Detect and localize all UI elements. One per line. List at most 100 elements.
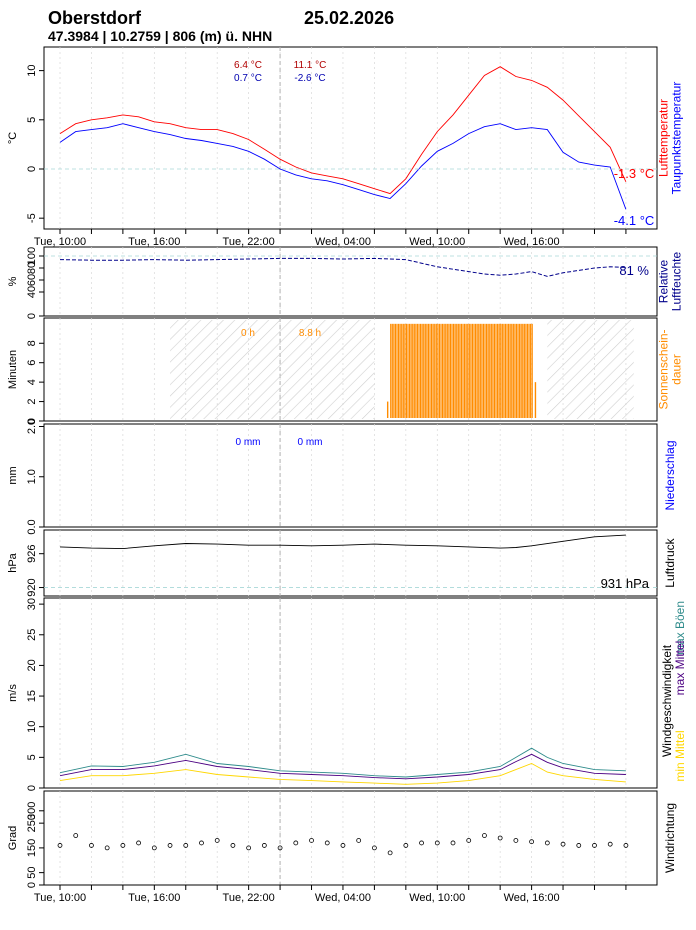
- panel-annotation: 0 mm: [298, 437, 323, 448]
- sunshine-bar: [408, 323, 411, 418]
- sunshine-bar: [413, 323, 415, 418]
- sunshine-bar: [401, 323, 403, 418]
- y-tick-label: 15: [26, 690, 38, 702]
- sunshine-bar: [451, 323, 453, 418]
- x-tick-label: Wed, 16:00: [504, 892, 560, 904]
- y-tick-label: 6: [26, 360, 38, 366]
- last-value-temperature: -1.3 °C: [614, 166, 655, 181]
- panel-frame: [43, 246, 658, 317]
- right-axis-label: Niederschlag: [663, 440, 677, 510]
- panel-annotation: 0 h: [241, 328, 255, 339]
- y-axis-label: mm: [7, 466, 19, 484]
- x-tick-label: Wed, 04:00: [315, 892, 371, 904]
- x-tick-label: Tue, 22:00: [223, 892, 275, 904]
- y-tick-label: 30: [26, 598, 38, 610]
- y-axis-label: hPa: [7, 552, 19, 572]
- sunshine-bar: [459, 323, 461, 418]
- sunshine-bar: [429, 323, 431, 418]
- sunshine-bar: [426, 323, 428, 418]
- x-tick-label: Wed, 04:00: [315, 236, 371, 248]
- sunshine-bar: [456, 323, 458, 418]
- panel-frame: [43, 423, 658, 528]
- sunshine-bar: [457, 323, 459, 418]
- sunshine-bar: [464, 323, 466, 418]
- sunshine-bar: [484, 323, 486, 418]
- sunshine-bar: [445, 323, 447, 418]
- y-tick-label: 250: [26, 814, 38, 832]
- y-tick-label: 25: [26, 629, 38, 641]
- right-axis-label: max Böen: [673, 601, 687, 655]
- wind-direction-point: [576, 843, 582, 848]
- y-tick-label: 20: [26, 659, 38, 671]
- sunshine-bar: [416, 323, 419, 418]
- y-tick-label: 0.0: [26, 519, 38, 534]
- right-axis-label: Luftfeuchte: [670, 251, 684, 311]
- sunshine-bar: [441, 323, 444, 418]
- sunshine-bar: [448, 323, 450, 418]
- y-tick-label: 10: [26, 721, 38, 733]
- series-line: [59, 123, 627, 210]
- y-axis-label: m/s: [7, 684, 19, 702]
- y-tick-label: 8: [26, 340, 38, 346]
- sunshine-bar: [512, 323, 514, 418]
- x-axis-top: Tue, 10:00 Tue, 16:00 Tue, 22:00 Wed, 04:00…: [34, 228, 627, 248]
- y-axis-label: Minuten: [7, 350, 19, 389]
- wind-direction-point: [482, 833, 487, 838]
- sunshine-bar: [492, 323, 494, 418]
- panel-annotation: -2.6 °C: [294, 73, 325, 84]
- panel-annotation: 0 mm: [236, 437, 261, 448]
- night-hatch: [547, 320, 634, 419]
- y-axis-label: Grad: [7, 826, 19, 850]
- wind-direction-point: [623, 843, 629, 848]
- y-axis-label: %: [7, 276, 19, 286]
- x-axis-bottom: Tue, 10:00 Tue, 16:00 Tue, 22:00 Wed, 04:00…: [34, 884, 627, 904]
- right-axis-label: Windrichtung: [663, 803, 677, 873]
- sunshine-bar: [440, 323, 442, 418]
- y-tick-label: 0: [26, 785, 38, 791]
- y-tick-label: 300: [26, 802, 38, 820]
- sunshine-bar: [476, 323, 478, 418]
- sunshine-bar: [473, 323, 475, 418]
- y-tick-label: 100: [26, 247, 38, 265]
- sunshine-bar: [421, 323, 423, 418]
- sunshine-bar: [486, 323, 488, 418]
- x-tick-label: Wed, 10:00: [409, 236, 465, 248]
- sunshine-bar: [475, 323, 477, 418]
- sunshine-bar: [493, 323, 496, 418]
- last-value: 81 %: [619, 263, 649, 278]
- sunshine-bar: [437, 323, 439, 418]
- sunshine-bar: [446, 323, 448, 418]
- wind-direction-point: [497, 835, 503, 841]
- sunshine-bar: [454, 323, 456, 418]
- y-tick-label: 80: [26, 262, 38, 274]
- right-axis-label: Windgeschwindigkeit: [660, 644, 674, 757]
- x-tick-label: Tue, 10:00: [34, 236, 86, 248]
- sunshine-bar: [407, 323, 409, 418]
- y-tick-label: 920: [26, 578, 38, 596]
- series-line: [59, 66, 627, 195]
- sunshine-bar: [394, 323, 397, 418]
- wind-direction-point: [450, 840, 456, 846]
- wind-direction-point: [513, 838, 519, 843]
- wind-direction-point: [560, 841, 566, 847]
- y-tick-label: 0: [26, 882, 38, 888]
- x-tick-label: Tue, 22:00: [223, 236, 275, 248]
- sunshine-bar: [523, 323, 525, 418]
- sunshine-bar: [525, 323, 527, 418]
- wind-direction-point: [183, 843, 189, 848]
- wind-direction-point: [214, 838, 220, 843]
- sunshine-bar: [402, 323, 404, 418]
- sunshine-bar: [511, 323, 513, 418]
- sunshine-bar: [490, 323, 492, 418]
- sunshine-bar: [497, 323, 499, 418]
- right-axis-label: Sonnenschein-: [657, 329, 671, 409]
- station-location: 47.3984 | 10.2759 | 806 (m) ü. NHN: [48, 28, 273, 44]
- series-line: [59, 753, 626, 780]
- sunshine-bar: [410, 323, 412, 418]
- sunshine-bar: [418, 323, 420, 418]
- sunshine-bar: [509, 323, 511, 418]
- sunshine-bar: [423, 323, 425, 418]
- sunshine-bar: [503, 323, 505, 418]
- panel-annotation: 8.8 h: [299, 328, 321, 339]
- y-tick-label: 50: [26, 867, 38, 879]
